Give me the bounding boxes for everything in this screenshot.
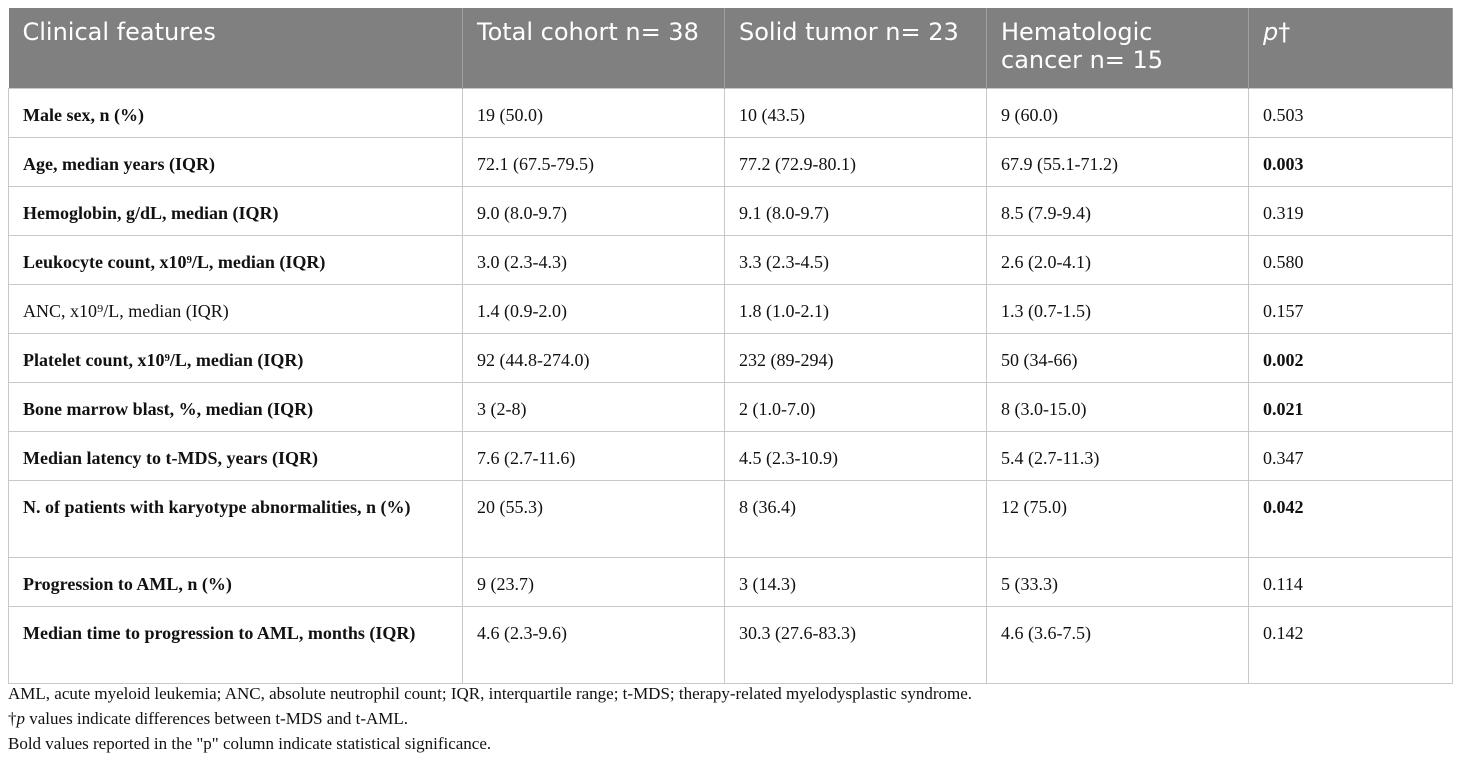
row-label: Median latency to t-MDS, years (IQR) <box>8 431 463 481</box>
header-cell: Clinical features <box>8 8 463 89</box>
table-row: ANC, x10⁹/L, median (IQR) 1.4 (0.9-2.0) 1.… <box>8 284 1453 334</box>
cell: 72.1 (67.5-79.5) <box>462 137 725 187</box>
cell: 3.0 (2.3-4.3) <box>462 235 725 285</box>
cell: 4.5 (2.3-10.9) <box>724 431 987 481</box>
row-label: Hemoglobin, g/dL, median (IQR) <box>8 186 463 236</box>
cell: 0.114 <box>1248 557 1453 607</box>
cell: 0.580 <box>1248 235 1453 285</box>
cell: 67.9 (55.1-71.2) <box>986 137 1249 187</box>
cell: 8 (36.4) <box>724 480 987 558</box>
footnote-text: AML, acute myeloid leukemia; ANC, absolu… <box>8 684 973 703</box>
cell: 5.4 (2.7-11.3) <box>986 431 1249 481</box>
cell: 1.3 (0.7-1.5) <box>986 284 1249 334</box>
cell: 9.0 (8.0-9.7) <box>462 186 725 236</box>
cell: 19 (50.0) <box>462 88 725 138</box>
header-cell: Total cohort n= 38 <box>462 8 725 89</box>
header-text: Solid tumor n= 23 <box>739 18 959 46</box>
cell: 0.021 <box>1248 382 1453 432</box>
footnote: †p values indicate differences between t… <box>8 709 408 729</box>
row-label: Male sex, n (%) <box>8 88 463 138</box>
table-row: Male sex, n (%) 19 (50.0) 10 (43.5) 9 (60.0… <box>8 88 1453 138</box>
cell: 50 (34-66) <box>986 333 1249 383</box>
header-text: † <box>1278 18 1291 46</box>
row-label: Age, median years (IQR) <box>8 137 463 187</box>
row-label: Leukocyte count, x10⁹/L, median (IQR) <box>8 235 463 285</box>
cell: 0.157 <box>1248 284 1453 334</box>
row-label: Median time to progression to AML, month… <box>8 606 463 684</box>
footnote-prefix: † <box>8 709 17 728</box>
table-row: N. of patients with karyotype abnormalit… <box>8 480 1453 558</box>
header-italic: p <box>1263 18 1279 46</box>
table-row: Progression to AML, n (%) 9 (23.7) 3 (14.3… <box>8 557 1453 607</box>
cell: 0.319 <box>1248 186 1453 236</box>
cell: 77.2 (72.9-80.1) <box>724 137 987 187</box>
cell: 7.6 (2.7-11.6) <box>462 431 725 481</box>
cell: 0.503 <box>1248 88 1453 138</box>
data-table: Clinical features Total cohort n= 38 Solid… <box>8 8 1453 684</box>
table-row: Bone marrow blast, %, median (IQR) 3 (2-8… <box>8 382 1453 432</box>
cell: 92 (44.8-274.0) <box>462 333 725 383</box>
header-cell: Hematologic cancer n= 15 <box>986 8 1249 89</box>
header-text: Clinical features <box>22 18 216 46</box>
cell: 2 (1.0-7.0) <box>724 382 987 432</box>
cell: 1.4 (0.9-2.0) <box>462 284 725 334</box>
cell: 9.1 (8.0-9.7) <box>724 186 987 236</box>
cell: 8.5 (7.9-9.4) <box>986 186 1249 236</box>
cell: 12 (75.0) <box>986 480 1249 558</box>
table-row: Leukocyte count, x10⁹/L, median (IQR) 3.0… <box>8 235 1453 285</box>
cell: 4.6 (2.3-9.6) <box>462 606 725 684</box>
row-label: Progression to AML, n (%) <box>8 557 463 607</box>
cell: 9 (60.0) <box>986 88 1249 138</box>
header-cell: p† <box>1248 8 1453 89</box>
cell: 1.8 (1.0-2.1) <box>724 284 987 334</box>
footnote: AML, acute myeloid leukemia; ANC, absolu… <box>8 684 972 704</box>
footnote-text: values indicate differences between t-MD… <box>25 709 409 728</box>
cell: 30.3 (27.6-83.3) <box>724 606 987 684</box>
cell: 0.002 <box>1248 333 1453 383</box>
cell: 232 (89-294) <box>724 333 987 383</box>
table-body: Male sex, n (%) 19 (50.0) 10 (43.5) 9 (60.0… <box>8 88 1453 684</box>
cell: 5 (33.3) <box>986 557 1249 607</box>
row-label: N. of patients with karyotype abnormalit… <box>8 480 463 558</box>
header-text: Total cohort n= 38 <box>477 18 699 46</box>
table-row: Age, median years (IQR) 72.1 (67.5-79.5) 7… <box>8 137 1453 187</box>
row-label: Platelet count, x10⁹/L, median (IQR) <box>8 333 463 383</box>
cell: 20 (55.3) <box>462 480 725 558</box>
cell: 0.003 <box>1248 137 1453 187</box>
header-text: Hematologic cancer n= 15 <box>1001 18 1164 74</box>
row-label: ANC, x10⁹/L, median (IQR) <box>8 284 463 334</box>
cell: 3 (14.3) <box>724 557 987 607</box>
row-label: Bone marrow blast, %, median (IQR) <box>8 382 463 432</box>
cell: 4.6 (3.6-7.5) <box>986 606 1249 684</box>
table-row: Median latency to t-MDS, years (IQR) 7.6 … <box>8 431 1453 481</box>
cell: 0.142 <box>1248 606 1453 684</box>
table-row: Platelet count, x10⁹/L, median (IQR) 92 (… <box>8 333 1453 383</box>
cell: 0.347 <box>1248 431 1453 481</box>
header-row: Clinical features Total cohort n= 38 Solid… <box>8 8 1453 89</box>
cell: 3 (2-8) <box>462 382 725 432</box>
cell: 3.3 (2.3-4.5) <box>724 235 987 285</box>
footnote-italic: p <box>16 709 26 728</box>
cell: 8 (3.0-15.0) <box>986 382 1249 432</box>
header-cell: Solid tumor n= 23 <box>724 8 987 89</box>
table-row: Hemoglobin, g/dL, median (IQR) 9.0 (8.0-9… <box>8 186 1453 236</box>
footnote: Bold values reported in the "p" column i… <box>8 734 491 754</box>
cell: 0.042 <box>1248 480 1453 558</box>
footnote-text: Bold values reported in the "p" column i… <box>8 734 492 753</box>
cell: 10 (43.5) <box>724 88 987 138</box>
table-row: Median time to progression to AML, month… <box>8 606 1453 684</box>
cell: 9 (23.7) <box>462 557 725 607</box>
cell: 2.6 (2.0-4.1) <box>986 235 1249 285</box>
